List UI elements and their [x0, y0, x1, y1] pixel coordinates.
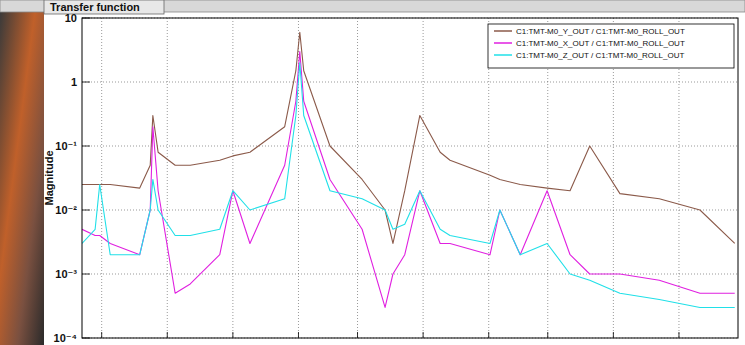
x-tick [232, 332, 233, 338]
title-box [44, 0, 164, 14]
y-grid-line [82, 146, 738, 147]
x-tick [678, 332, 679, 338]
legend-label: C1:TMT-M0_Y_OUT / C1:TMT-M0_ROLL_OUT [516, 27, 685, 36]
y-grid-line [82, 210, 738, 211]
series-line [82, 51, 735, 307]
legend: C1:TMT-M0_Y_OUT / C1:TMT-M0_ROLL_OUT C1:T… [488, 24, 734, 68]
legend-label: C1:TMT-M0_Z_OUT / C1:TMT-M0_ROLL_OUT [516, 51, 684, 60]
y-axis-label: Magnitude [43, 151, 55, 206]
plot-frame [82, 18, 738, 338]
x-tick [101, 332, 102, 338]
legend-swatch [494, 42, 512, 44]
series-group [82, 32, 735, 307]
x-grid-line [423, 18, 424, 338]
plot-background [44, 10, 745, 345]
y-tick [82, 210, 90, 211]
y-tick-label: 10⁻⁴ [54, 332, 77, 344]
legend-swatch [494, 30, 512, 32]
y-tick-label: 10 [65, 12, 77, 24]
y-tick-label: 1 [71, 76, 77, 88]
y-tick [82, 146, 90, 147]
photo-strip [0, 10, 44, 345]
x-tick [423, 332, 424, 338]
x-tick [488, 332, 489, 338]
header-band [0, 0, 745, 12]
series-line [82, 63, 735, 308]
x-tick [357, 332, 358, 338]
x-tick [547, 332, 548, 338]
y-tick [82, 274, 90, 275]
x-tick [613, 332, 614, 338]
legend-label: C1:TMT-M0_X_OUT / C1:TMT-M0_ROLL_OUT [516, 39, 685, 48]
x-grid-line [232, 18, 233, 338]
x-grid-line [167, 18, 168, 338]
chart: Transfer function 10⁻⁴ 10⁻³ 10⁻² 10⁻¹ 1 10 Magn… [0, 0, 745, 345]
grid [82, 18, 738, 338]
y-tick-label: 10⁻¹ [55, 140, 77, 152]
x-tick [298, 332, 299, 338]
y-grid-line [82, 274, 738, 275]
legend-box [488, 24, 734, 68]
y-grid-line [82, 82, 738, 83]
y-tick [82, 82, 90, 83]
x-tick [167, 332, 168, 338]
legend-swatch [494, 54, 512, 56]
title: Transfer function [50, 1, 140, 13]
x-grid-line [101, 18, 102, 338]
y-tick-label: 10⁻² [55, 204, 77, 216]
y-tick-label: 10⁻³ [55, 268, 77, 280]
x-grid-line [357, 18, 358, 338]
